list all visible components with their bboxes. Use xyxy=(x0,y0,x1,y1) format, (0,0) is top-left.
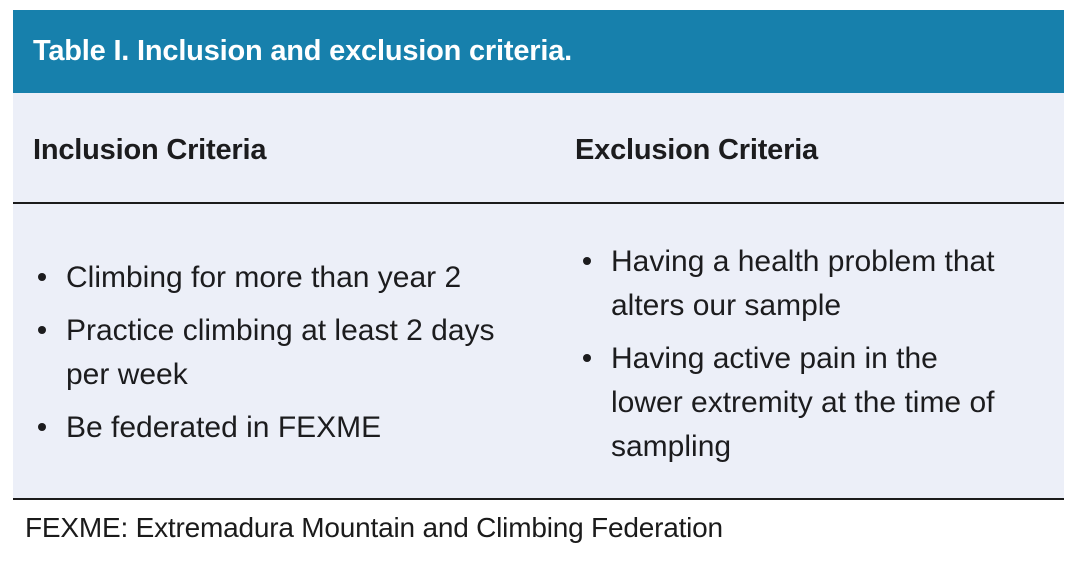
list-item-text: Be federated in FEXME xyxy=(66,411,382,444)
column-header-exclusion: Exclusion Criteria xyxy=(575,134,818,166)
table-content-row: Climbing for more than year 2 Practice c… xyxy=(13,204,1064,500)
table-title: Table I. Inclusion and exclusion criteri… xyxy=(33,35,572,67)
list-item-text: Having active pain in the lower extremit… xyxy=(611,342,995,463)
table-title-bar: Table I. Inclusion and exclusion criteri… xyxy=(13,10,1064,93)
inclusion-criteria-list: Climbing for more than year 2 Practice c… xyxy=(13,204,555,498)
bullet-icon xyxy=(38,326,46,334)
bullet-icon xyxy=(583,257,591,265)
list-item-text: Practice climbing at least 2 days per we… xyxy=(66,314,495,391)
list-item: Having a health problem that alters our … xyxy=(583,240,1064,328)
column-header-inclusion: Inclusion Criteria xyxy=(33,134,267,166)
list-item-text: Having a health problem that alters our … xyxy=(611,245,995,322)
list-item: Having active pain in the lower extremit… xyxy=(583,337,1064,469)
table-footnote: FEXME: Extremadura Mountain and Climbing… xyxy=(25,512,723,543)
column-header-row: Inclusion Criteria Exclusion Criteria xyxy=(13,93,1064,204)
bullet-icon xyxy=(583,354,591,362)
bullet-icon xyxy=(38,273,46,281)
exclusion-criteria-list: Having a health problem that alters our … xyxy=(555,204,1064,498)
list-item: Practice climbing at least 2 days per we… xyxy=(38,309,555,397)
table-body: Inclusion Criteria Exclusion Criteria Cl… xyxy=(13,93,1064,500)
list-item: Be federated in FEXME xyxy=(38,406,555,450)
list-item-text: Climbing for more than year 2 xyxy=(66,261,462,294)
bullet-icon xyxy=(38,423,46,431)
list-item: Climbing for more than year 2 xyxy=(38,256,555,300)
criteria-table: Table I. Inclusion and exclusion criteri… xyxy=(13,10,1064,500)
